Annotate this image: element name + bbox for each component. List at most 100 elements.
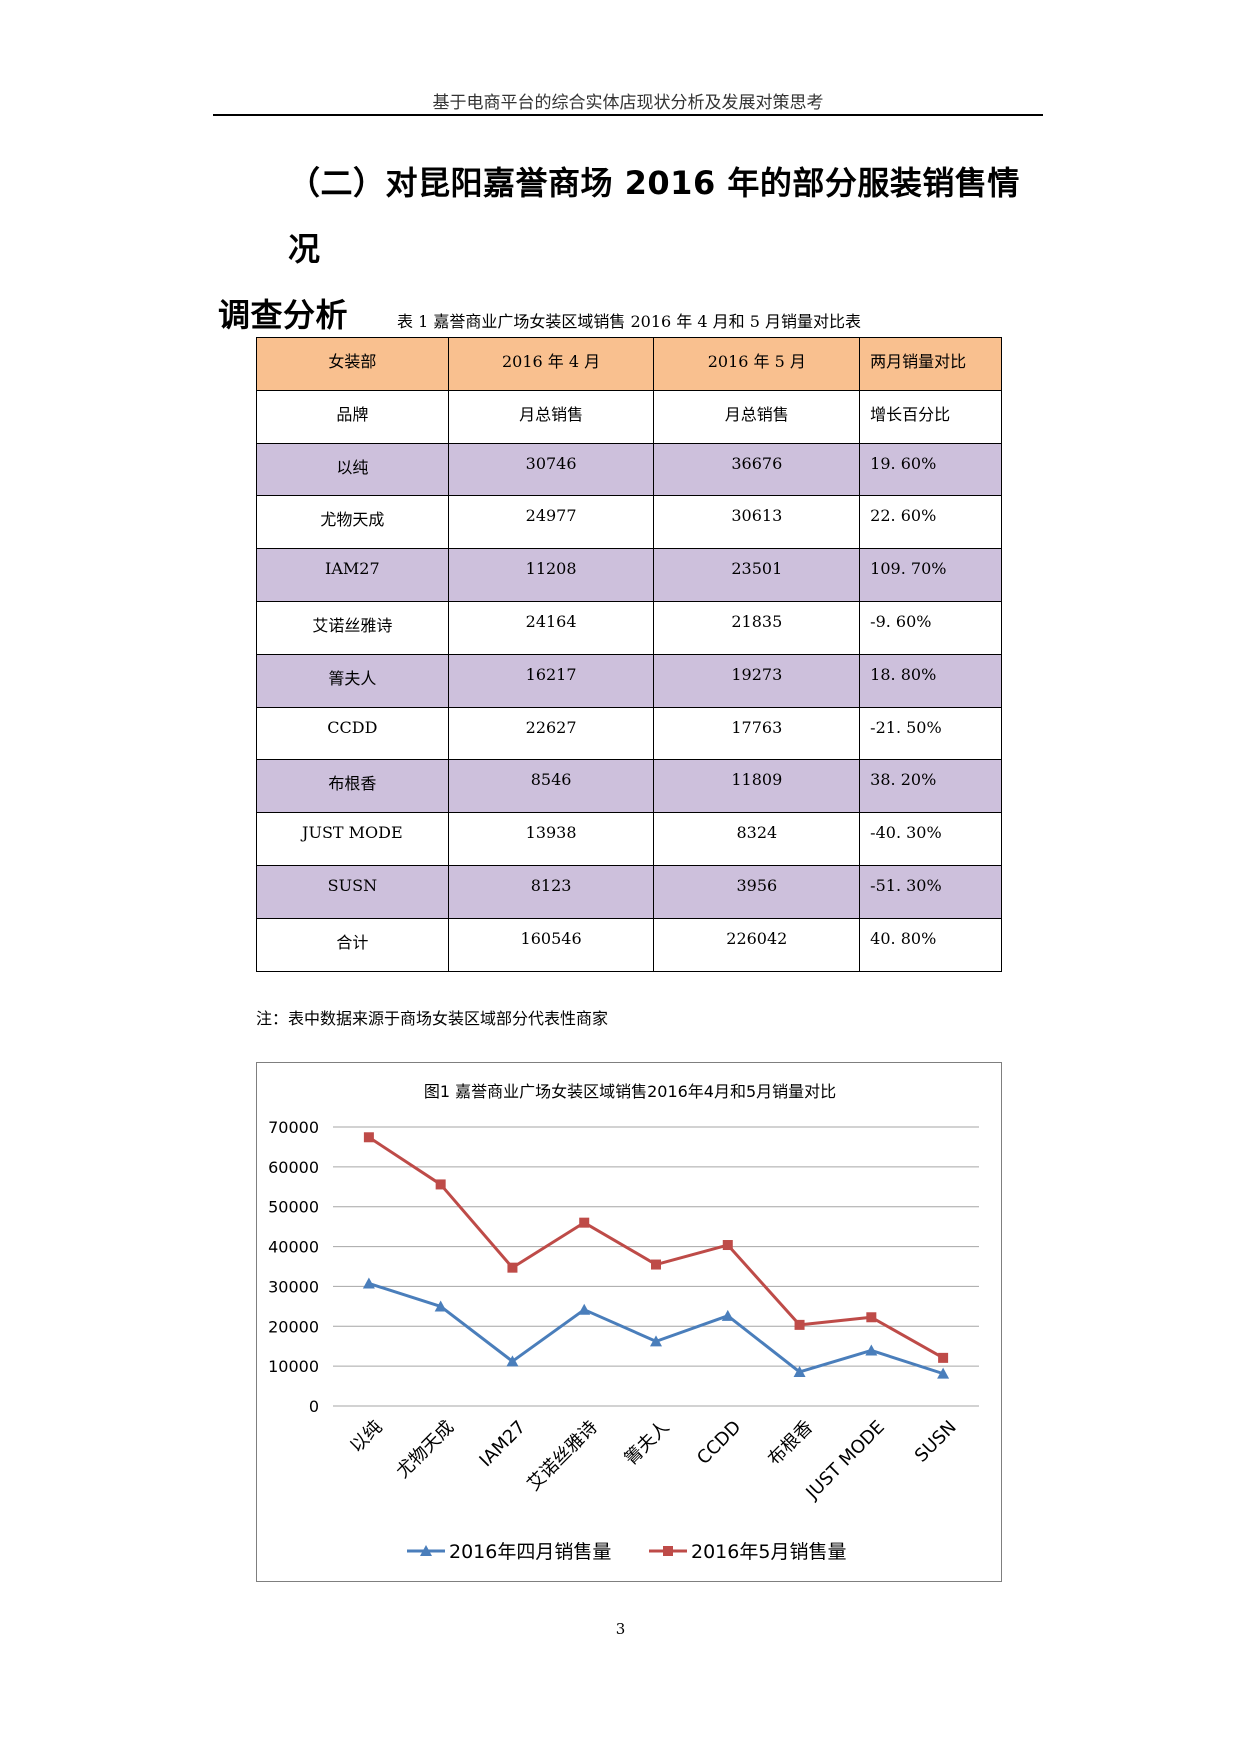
y-tick-label: 10000 (268, 1357, 319, 1376)
y-tick-label: 20000 (268, 1317, 319, 1336)
chart-canvas: 图1 嘉誉商业广场女装区域销售2016年4月和5月销量对比 0 10000 20000… (268, 1082, 979, 1563)
table-row: JUST MODE 13938 8324 -40. 30% (256, 812, 1002, 866)
april-sales-cell: 24977 (447, 495, 655, 550)
y-tick-label: 30000 (268, 1277, 319, 1296)
brand-cell: 以纯 (256, 442, 449, 497)
subheader-cell: 月总销售 (653, 389, 861, 444)
table-row: SUSN 8123 3956 -51. 30% (256, 864, 1002, 919)
may-sales-cell: 30613 (653, 495, 861, 550)
chart-title: 图1 嘉誉商业广场女装区域销售2016年4月和5月销量对比 (424, 1082, 836, 1101)
brand-cell: 布根香 (256, 759, 449, 814)
table-row: IAM27 11208 23501 109. 70% (256, 548, 1002, 602)
brand-cell: SUSN (256, 864, 449, 919)
x-tick-label: 以纯 (346, 1417, 386, 1457)
legend-marker-square (663, 1546, 673, 1556)
may-sales-cell: 21835 (653, 600, 861, 655)
may-sales-cell: 226042 (653, 917, 861, 972)
x-tick-label: 箐夫人 (621, 1417, 674, 1470)
data-point-triangle (362, 1277, 375, 1289)
data-point-triangle (937, 1367, 950, 1379)
april-sales-cell: 11208 (447, 548, 655, 602)
april-sales-cell: 13938 (447, 812, 655, 866)
x-tick-label: 艾诺丝雅诗 (523, 1417, 601, 1495)
data-point-square (507, 1262, 518, 1273)
brand-cell: 箐夫人 (256, 653, 449, 708)
table-total-row: 合计 160546 226042 40. 80% (256, 917, 1002, 972)
series-line (368, 1282, 944, 1376)
data-point-square (794, 1319, 805, 1330)
running-header: 基于电商平台的综合实体店现状分析及发展对策思考 (432, 93, 824, 113)
header-cell: 2016 年 5 月 (653, 337, 861, 391)
growth-cell: -51. 30% (859, 864, 1002, 919)
data-point-triangle (434, 1300, 447, 1312)
x-tick-label: CCDD (693, 1417, 745, 1469)
legend-label: 2016年四月销售量 (449, 1541, 611, 1563)
data-point-square (938, 1352, 949, 1363)
y-tick-label: 60000 (268, 1158, 319, 1177)
data-point-square (579, 1217, 590, 1228)
brand-cell: IAM27 (256, 548, 449, 602)
growth-cell: -9. 60% (859, 600, 1002, 655)
subheader-cell: 月总销售 (447, 389, 655, 444)
header-cell: 女装部 (256, 337, 449, 391)
y-tick-label: 40000 (268, 1238, 319, 1257)
growth-cell: 109. 70% (859, 548, 1002, 602)
may-sales-cell: 17763 (653, 706, 861, 761)
x-tick-label: IAM27 (475, 1417, 529, 1471)
table-row: 艾诺丝雅诗 24164 21835 -9. 60% (256, 600, 1002, 655)
brand-cell: CCDD (256, 706, 449, 761)
data-point-triangle (578, 1303, 591, 1315)
april-sales-cell: 24164 (447, 600, 655, 655)
growth-cell: 18. 80% (859, 653, 1002, 708)
data-point-triangle (650, 1335, 662, 1347)
table-header-row: 女装部 2016 年 4 月 2016 年 5 月 两月销量对比 (256, 337, 1002, 391)
april-sales-cell: 30746 (447, 442, 655, 497)
table-row: 以纯 30746 36676 19. 60% (256, 442, 1002, 497)
page-number: 3 (615, 1620, 626, 1638)
may-sales-cell: 8324 (653, 812, 861, 866)
subheader-cell: 增长百分比 (859, 389, 1002, 444)
table-row: 尤物天成 24977 30613 22. 60% (256, 495, 1002, 550)
brand-cell: 艾诺丝雅诗 (256, 600, 449, 655)
header-cell: 两月销量对比 (859, 337, 1002, 391)
growth-cell: -40. 30% (859, 812, 1002, 866)
growth-cell: 19. 60% (859, 442, 1002, 497)
data-point-square (435, 1179, 446, 1190)
table-subheader-row: 品牌 月总销售 月总销售 增长百分比 (256, 389, 1002, 444)
may-sales-cell: 23501 (653, 548, 861, 602)
data-point-square (866, 1312, 877, 1323)
sales-table: 女装部 2016 年 4 月 2016 年 5 月 两月销量对比 品牌 月总销售… (256, 337, 1002, 972)
legend-marker-triangle (420, 1545, 432, 1556)
brand-cell: 合计 (256, 917, 449, 972)
brand-cell: JUST MODE (256, 812, 449, 866)
series-line (368, 1136, 944, 1360)
data-point-triangle (793, 1365, 806, 1377)
april-sales-cell: 16217 (447, 653, 655, 708)
may-sales-cell: 36676 (653, 442, 861, 497)
header-cell: 2016 年 4 月 (447, 337, 655, 391)
growth-cell: 22. 60% (859, 495, 1002, 550)
table-row: 布根香 8546 11809 38. 20% (256, 759, 1002, 814)
subheader-cell: 品牌 (256, 389, 449, 444)
legend-label: 2016年5月销售量 (691, 1541, 846, 1563)
table-note: 注：表中数据来源于商场女装区域部分代表性商家 (256, 1009, 609, 1028)
growth-cell: 40. 80% (859, 917, 1002, 972)
x-tick-label: SUSN (911, 1417, 961, 1467)
section-title-line1: （二）对昆阳嘉誉商场 2016 年的部分服装销售情况 (288, 164, 1020, 268)
data-point-square (651, 1259, 661, 1270)
section-title-line2: 调查分析 (218, 296, 349, 334)
table-row: CCDD 22627 17763 -21. 50% (256, 706, 1002, 761)
may-sales-cell: 3956 (653, 864, 861, 919)
y-tick-label: 70000 (268, 1118, 319, 1137)
april-sales-cell: 8546 (447, 759, 655, 814)
data-point-triangle (865, 1344, 878, 1356)
april-sales-cell: 8123 (447, 864, 655, 919)
april-sales-cell: 160546 (447, 917, 655, 972)
data-point-square (363, 1132, 374, 1143)
section-title: （二）对昆阳嘉誉商场 2016 年的部分服装销售情况 调查分析 (218, 150, 1048, 348)
x-tick-label: 尤物天成 (392, 1417, 458, 1483)
y-tick-label: 0 (309, 1397, 319, 1416)
data-point-triangle (721, 1309, 734, 1321)
header-rule (213, 114, 1043, 116)
line-chart: 图1 嘉誉商业广场女装区域销售2016年4月和5月销量对比 0 10000 20000… (256, 1062, 1002, 1582)
